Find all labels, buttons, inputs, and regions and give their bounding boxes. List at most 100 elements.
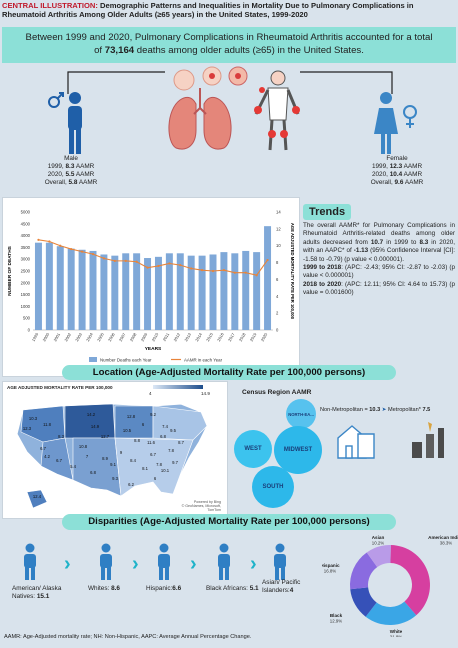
bar-2005 [100, 254, 108, 330]
x-tick-label: 2005 [96, 331, 105, 342]
man-icon [68, 92, 82, 154]
region-midwest: MIDWEST [274, 426, 322, 474]
bar-2001 [56, 246, 64, 330]
donut-slice [350, 587, 377, 617]
y2-tick-label: 4 [276, 294, 279, 299]
bar-2006 [111, 255, 119, 330]
bar-2016 [220, 252, 228, 330]
chart-svg: 0 500 1000 1500 2000 2500 3000 3500 4000 4500 5000… [7, 210, 295, 363]
disparities-title: Disparities (Age-Adjusted Mortality Rate… [62, 514, 396, 530]
donut-slice [350, 552, 378, 590]
legend-bar-label: Number Deaths each Year [100, 358, 152, 363]
state-value-label: 6 [142, 422, 145, 427]
disparity-group-label: Whites: 8.6 [88, 585, 120, 592]
bar-2008 [133, 253, 141, 330]
bar-2011 [165, 253, 173, 330]
state-value-label: 6.8 [160, 434, 166, 439]
page-title: CENTRAL ILLUSTRATION: Demographic Patter… [2, 1, 456, 19]
x-tick-label: 2015 [205, 331, 214, 342]
bar-2015 [209, 254, 217, 330]
female-label: Female [386, 155, 408, 162]
x-tick-label: 2009 [140, 331, 149, 342]
y2-tick-label: 14 [276, 210, 281, 215]
bar-2003 [78, 249, 86, 330]
ra-lungs-illustration [162, 64, 302, 154]
y-tick-label: 1000 [21, 304, 31, 309]
inflamed-body-icon [254, 70, 300, 151]
state-value-label: 6.7 [150, 452, 156, 457]
state-value-label: 10.8 [79, 444, 88, 449]
x-tick-label: 2019 [249, 331, 258, 342]
y2-tick-label: 10 [276, 243, 281, 248]
aamr-point-2006 [113, 259, 116, 262]
disparities-row: American/ Alaska Natives: 15.1 › Whites: 8… [0, 535, 320, 630]
person-icon [96, 543, 116, 586]
trends-title: Trends [303, 204, 352, 220]
state-value-label: 7 [86, 454, 89, 459]
region-west: WEST [234, 430, 272, 468]
x-tick-label: 1999 [31, 331, 40, 342]
person-icon [270, 543, 290, 586]
aamr-point-2018 [244, 271, 247, 274]
bar-2018 [242, 250, 250, 330]
lungs-icon [168, 88, 232, 150]
state-value-label: 8.3 [58, 434, 64, 439]
x-tick-label: 2010 [151, 331, 160, 342]
state-value-label: 12.4 [33, 494, 42, 499]
state-value-label: 5.4 [70, 464, 76, 469]
donut-slice [365, 601, 417, 625]
y-tick-label: 5000 [21, 210, 31, 215]
bar-2012 [176, 253, 184, 330]
x-tick-label: 2000 [41, 331, 50, 342]
x-tick-label: 2012 [172, 331, 181, 342]
male-label: Male [64, 155, 78, 162]
chevron-right-icon: › [132, 553, 139, 575]
state-value-label: 6 [154, 476, 157, 481]
aamr-point-2015 [211, 269, 215, 273]
donut-label-name: White [390, 629, 403, 634]
aamr-point-2012 [179, 264, 182, 267]
us-map-panel: AGE ADJUSTED MORTALITY RATE PER 100,000 … [2, 381, 228, 519]
census-title: Census Region AAMR [242, 389, 312, 396]
location-title: Location (Age-Adjusted Mortality Rate pe… [62, 365, 396, 380]
aamr-point-2020 [266, 258, 269, 262]
y-tick-label: 3000 [21, 257, 31, 262]
donut-slice [366, 545, 391, 568]
donut-label-pct: 21.8% [390, 635, 403, 638]
aamr-point-2016 [222, 269, 226, 272]
y2-tick-label: 8 [276, 260, 279, 265]
aamr-point-2019 [255, 274, 258, 277]
state-value-label: 14.9 [91, 424, 100, 429]
us-choropleth-map: 10.3 12.3 11.8 14.2 12.8 9.2 14.9 6.7 8.3 10.8 12.… [16, 403, 208, 509]
rural-building-icon [337, 425, 375, 459]
male-stats: Male 1999, 8.3 AAMR 2020, 5.5 AAMR Overa… [26, 155, 116, 187]
bar-2020 [264, 226, 272, 330]
person-icon [154, 543, 174, 586]
state-value-label: 10.5 [123, 428, 132, 433]
state-value-label: 9.7 [172, 460, 178, 465]
donut-slice [390, 545, 430, 616]
aamr-point-2002 [70, 247, 73, 251]
donut-label-name: Black [330, 613, 343, 618]
bar-2004 [89, 250, 97, 330]
state-value-label: 8.4 [130, 458, 136, 463]
aamr-point-2017 [233, 271, 236, 274]
y-tick-label: 4000 [21, 233, 31, 238]
metro-comparison: Non-Metropolitan = 10.3 ➤ Metropolitan* … [320, 407, 431, 413]
chevron-right-icon: › [64, 553, 71, 575]
female-figure [372, 88, 422, 158]
y2-tick-label: 12 [276, 226, 281, 231]
trends-overall: The overall AAMR* for Pulmonary Complica… [303, 222, 455, 263]
state-value-label: 9.2 [150, 412, 156, 417]
map-legend-min: 4 [149, 391, 152, 396]
legend-line-label: AAMR in each Year [184, 358, 223, 363]
state-value-label: 11.6 [147, 440, 156, 445]
banner-line1: Between 1999 and 2020, Pulmonary Complic… [25, 32, 433, 43]
x-tick-label: 2002 [63, 331, 72, 342]
x-tick-label: 2007 [118, 331, 127, 342]
person-icon [20, 543, 40, 586]
x-tick-label: 2006 [107, 331, 116, 342]
title-label: CENTRAL ILLUSTRATION: [2, 1, 98, 10]
state-value-label: 12.7 [101, 434, 110, 439]
